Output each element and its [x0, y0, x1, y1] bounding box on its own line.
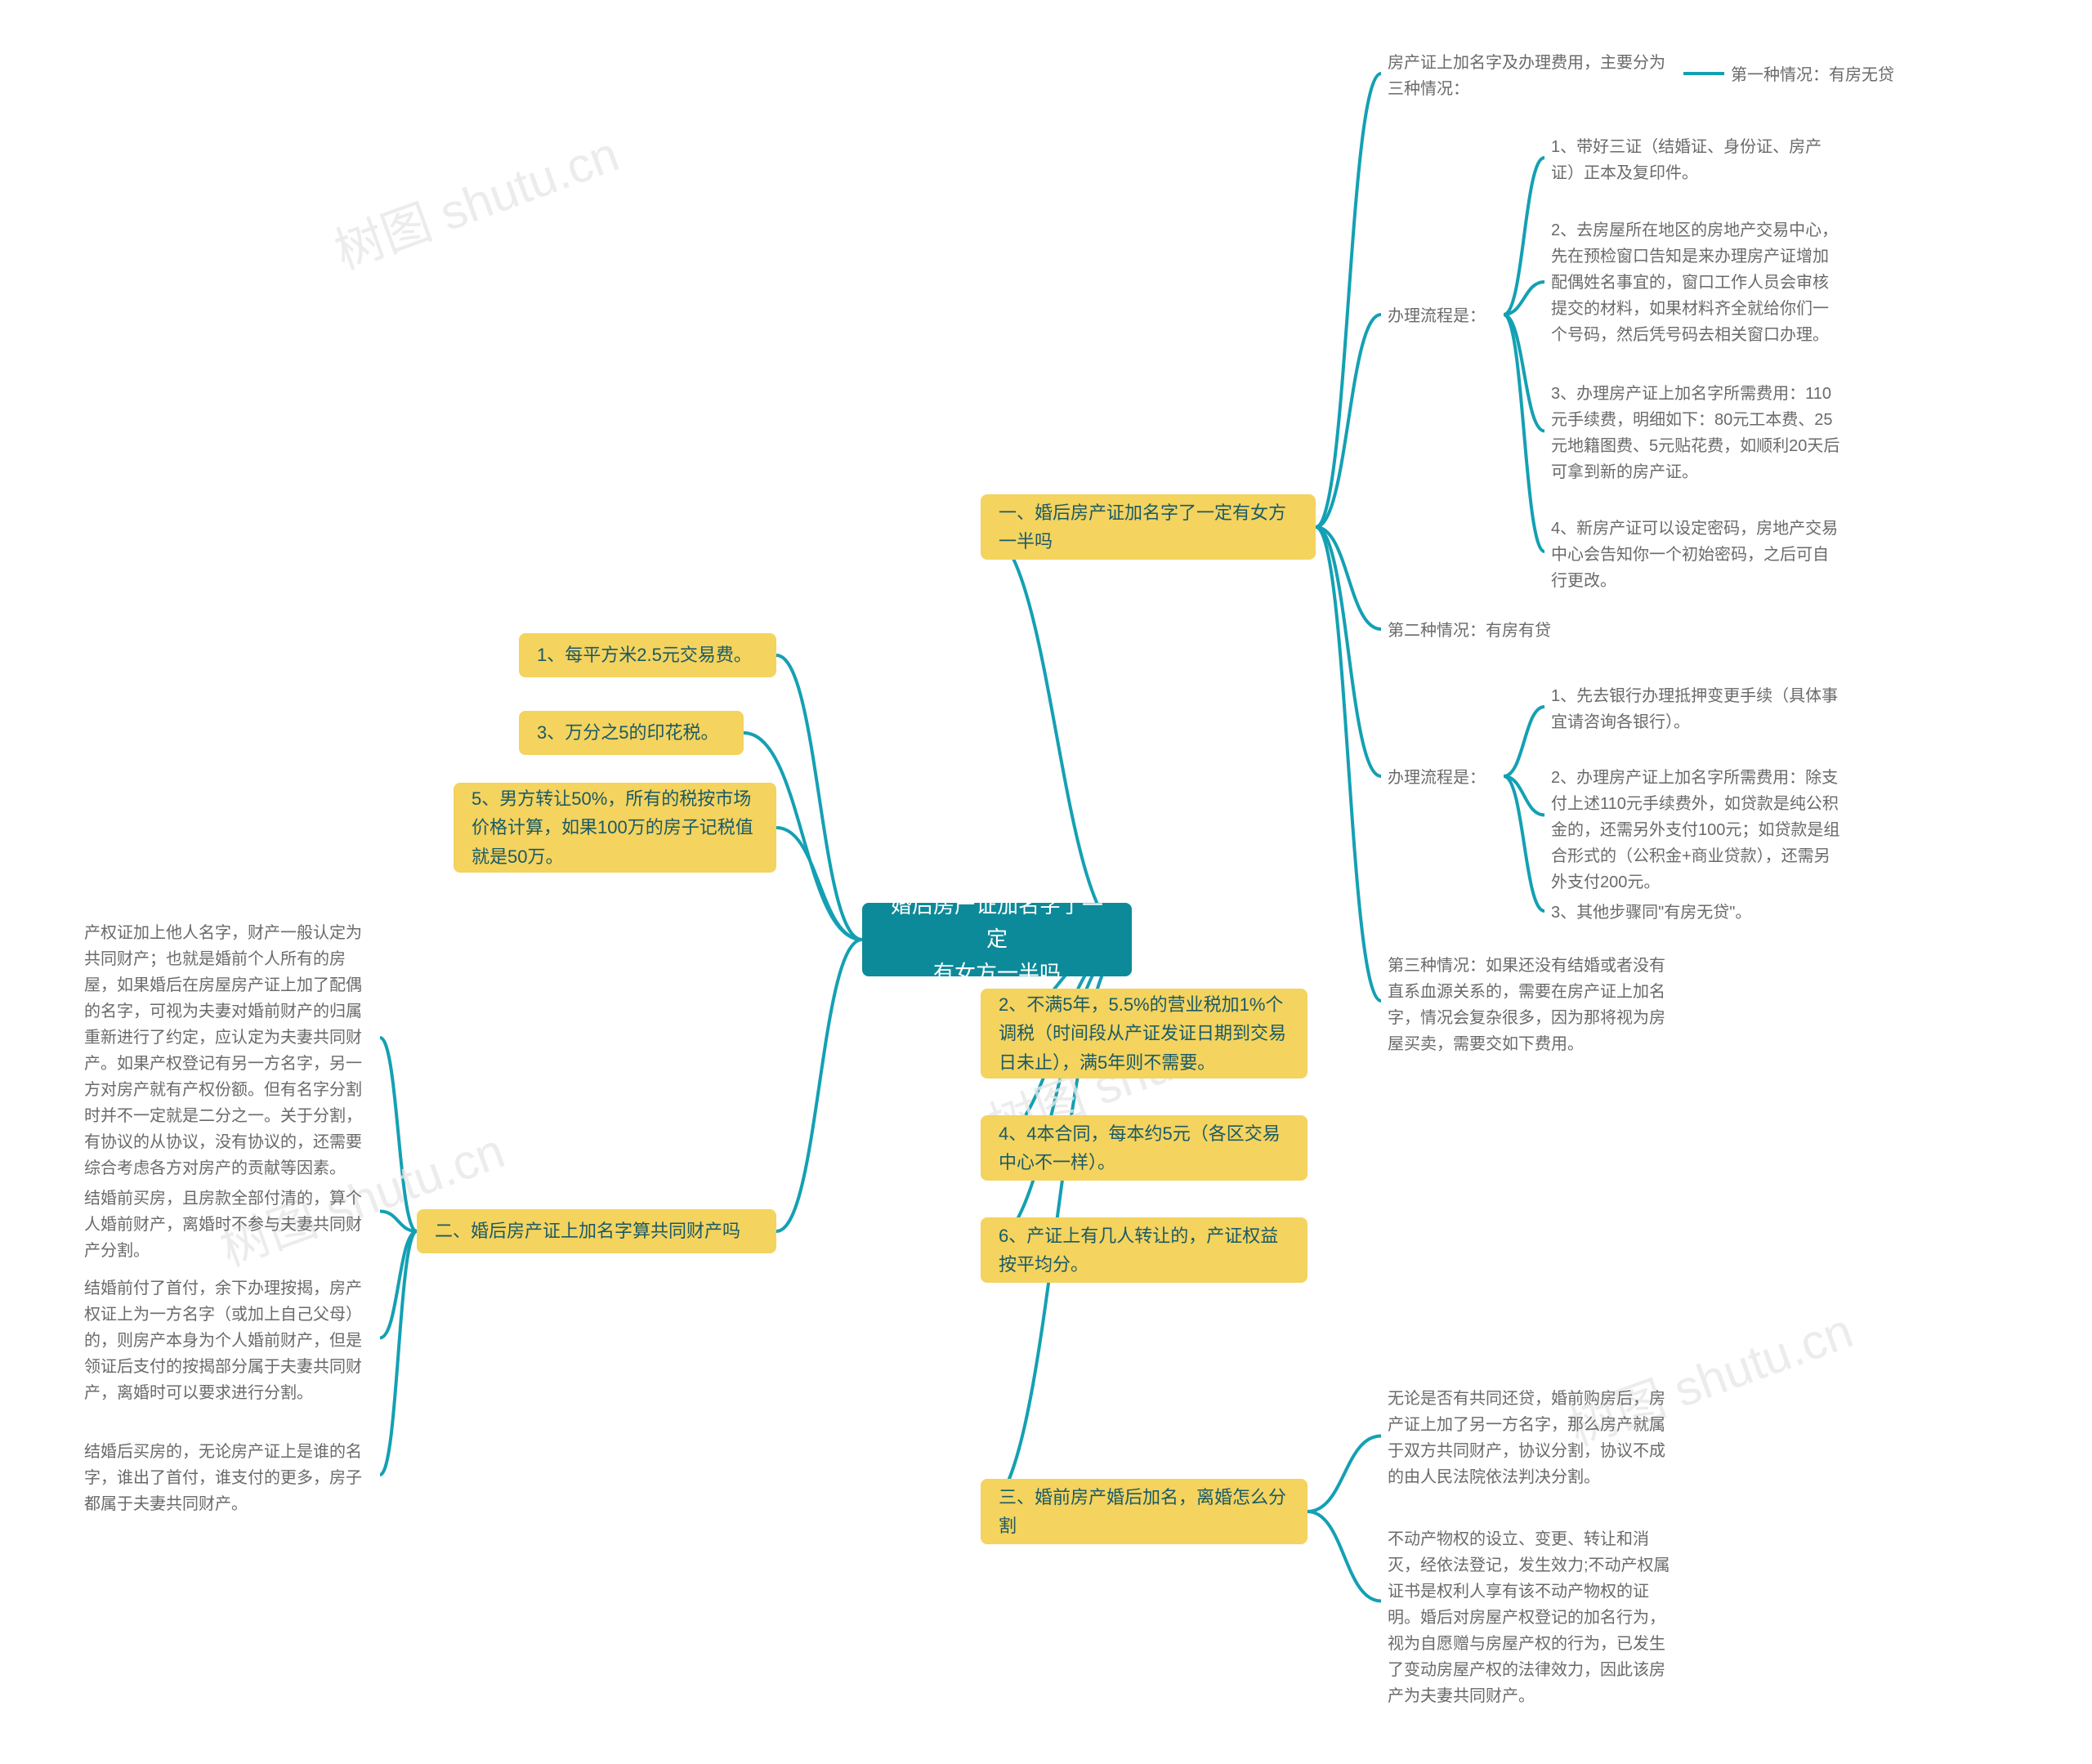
- connector-line: [1316, 527, 1381, 776]
- connector-line: [1308, 1436, 1381, 1512]
- leaf-node: 3、办理房产证上加名字所需费用：110元手续费，明细如下：80元工本费、25元地…: [1544, 376, 1847, 490]
- connector-line: [1504, 282, 1544, 315]
- connector-line: [1504, 707, 1544, 776]
- connector-line: [776, 940, 862, 1231]
- branch-node: 5、男方转让50%，所有的税按市场价格计算，如果100万的房子记税值就是50万。: [454, 783, 776, 873]
- leaf-node: 4、新房产证可以设定密码，房地产交易中心会告知你一个初始密码，之后可自行更改。: [1544, 511, 1847, 599]
- connector-line: [1504, 776, 1544, 815]
- root-node: 婚后房产证加名字了一定 有女方一半吗: [862, 903, 1132, 976]
- connector-line: [1316, 527, 1381, 629]
- leaf-node: 1、先去银行办理抵押变更手续（具体事宜请咨询各银行）。: [1544, 678, 1847, 740]
- branch-node: 一、婚后房产证加名字了一定有女方一半吗: [981, 494, 1316, 560]
- connector-line: [380, 1231, 417, 1338]
- leaf-node: 产权证加上他人名字，财产一般认定为共同财产；也就是婚前个人所有的房屋，如果婚后在…: [78, 915, 380, 1186]
- connector-line: [1316, 315, 1381, 527]
- branch-node: 三、婚前房产婚后加名，离婚怎么分割: [981, 1479, 1308, 1544]
- leaf-node: 第二种情况：有房有贷: [1381, 613, 1594, 649]
- connector-line: [776, 828, 862, 940]
- connector-line: [1504, 315, 1544, 431]
- leaf-node: 2、办理房产证上加名字所需费用：除支付上述110元手续费外，如贷款是纯公积金的，…: [1544, 760, 1847, 900]
- leaf-node: 结婚前买房，且房款全部付清的，算个人婚前财产，离婚时不参与夫妻共同财产分割。: [78, 1181, 380, 1269]
- branch-node: 1、每平方米2.5元交易费。: [519, 633, 776, 677]
- connector-line: [1316, 527, 1381, 1001]
- leaf-node: 办理流程是：: [1381, 298, 1504, 334]
- connector-line: [1504, 315, 1544, 552]
- connector-line: [981, 527, 1132, 940]
- connector-line: [1504, 776, 1544, 911]
- watermark: 树图 shutu.cn: [324, 114, 627, 283]
- leaf-node: 无论是否有共同还贷，婚前购房后，房产证上加了另一方名字，那么房产就属于双方共同财…: [1381, 1381, 1683, 1495]
- branch-node: 2、不满5年，5.5%的营业税加1%个调税（时间段从产证发证日期到交易日未止），…: [981, 989, 1308, 1078]
- connector-line: [776, 655, 862, 940]
- leaf-node: 房产证上加名字及办理费用，主要分为三种情况：: [1381, 45, 1683, 107]
- connector-line: [380, 1231, 417, 1475]
- leaf-node: 1、带好三证（结婚证、身份证、房产证）正本及复印件。: [1544, 129, 1847, 191]
- branch-node: 6、产证上有几人转让的，产证权益按平均分。: [981, 1217, 1308, 1283]
- connector-line: [1504, 158, 1544, 315]
- leaf-node: 第三种情况：如果还没有结婚或者没有直系血源关系的，需要在房产证上加名字，情况会复…: [1381, 948, 1683, 1062]
- leaf-node: 结婚后买房的，无论房产证上是谁的名字，谁出了首付，谁支付的更多，房子都属于夫妻共…: [78, 1434, 380, 1522]
- leaf-node: 3、其他步骤同"有房无贷"。: [1544, 895, 1806, 931]
- connector-line: [380, 1212, 417, 1232]
- branch-node: 4、4本合同，每本约5元（各区交易中心不一样）。: [981, 1115, 1308, 1181]
- leaf-node: 办理流程是：: [1381, 760, 1504, 796]
- connector-line: [1316, 74, 1381, 527]
- leaf-node: 不动产物权的设立、变更、转让和消灭，经依法登记，发生效力;不动产权属证书是权利人…: [1381, 1521, 1683, 1714]
- connector-line: [1308, 1512, 1381, 1601]
- leaf-node: 2、去房屋所在地区的房地产交易中心，先在预检窗口告知是来办理房产证增加配偶姓名事…: [1544, 212, 1847, 353]
- leaf-node: 结婚前付了首付，余下办理按揭，房产权证上为一方名字（或加上自己父母）的，则房产本…: [78, 1271, 380, 1411]
- leaf-node: 第一种情况：有房无贷: [1724, 57, 1937, 93]
- branch-node: 3、万分之5的印花税。: [519, 711, 744, 755]
- branch-node: 二、婚后房产证上加名字算共同财产吗: [417, 1209, 776, 1253]
- connector-line: [380, 1038, 417, 1231]
